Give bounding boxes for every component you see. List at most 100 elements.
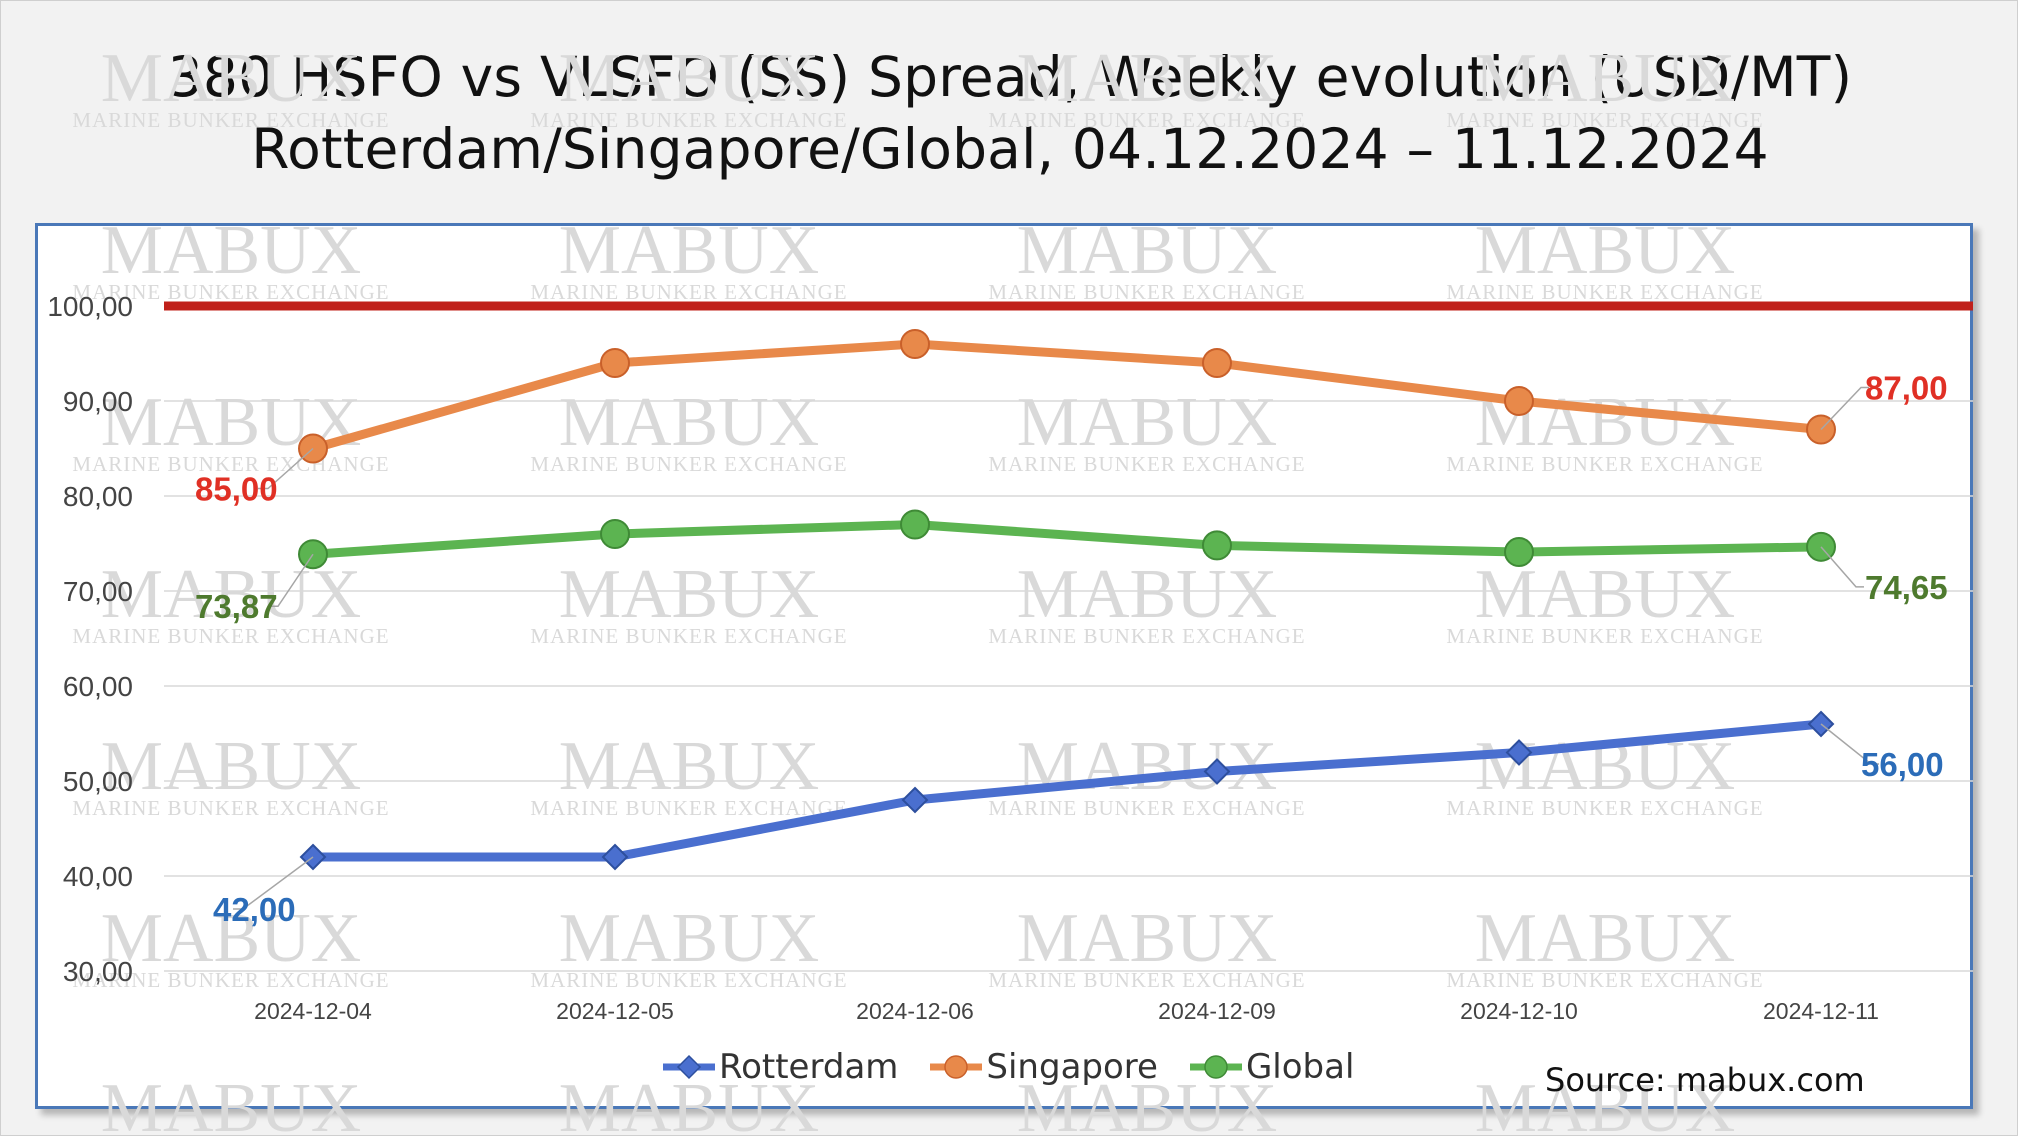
watermark-subtext: MARINE BUNKER EXCHANGE	[72, 452, 389, 476]
data-label-global-last: 74,65	[1865, 569, 1948, 606]
series-line-singapore	[311, 339, 1822, 453]
watermark-subtext: MARINE BUNKER EXCHANGE	[988, 796, 1305, 820]
watermark-text: MABUX	[1475, 1070, 1736, 1137]
chart-subtitle: Rotterdam/Singapore/Global, 04.12.2024 –…	[251, 117, 1769, 181]
leader-line-singapore-last	[1820, 386, 1869, 431]
watermark-subtext: MARINE BUNKER EXCHANGE	[530, 280, 847, 304]
watermark-subtext: MARINE BUNKER EXCHANGE	[988, 280, 1305, 304]
watermark-text: MABUX	[1017, 556, 1278, 633]
watermark-subtext: MARINE BUNKER EXCHANGE	[530, 452, 847, 476]
watermark-text: MABUX	[559, 728, 820, 805]
watermark-text: MABUX	[101, 556, 362, 633]
watermark-text: MABUX	[1017, 212, 1278, 289]
data-point-singapore	[900, 329, 930, 359]
watermark-text: MABUX	[1017, 384, 1278, 461]
watermark-text: MABUX	[1475, 40, 1736, 117]
y-tick-label: 60,00	[63, 671, 133, 702]
watermark-subtext: MARINE BUNKER EXCHANGE	[988, 108, 1305, 132]
watermark-text: MABUX	[559, 1070, 820, 1137]
watermark-subtext: MARINE BUNKER EXCHANGE	[530, 968, 847, 992]
x-tick-label: 2024-12-05	[556, 998, 674, 1024]
watermark-subtext: MARINE BUNKER EXCHANGE	[530, 624, 847, 648]
y-tick-label: 40,00	[63, 861, 133, 892]
y-tick-label: 90,00	[63, 386, 133, 417]
x-tick-label: 2024-12-06	[856, 998, 974, 1024]
leader-line-rotterdam-last	[1820, 723, 1879, 765]
legend-swatch-rotterdam	[663, 1054, 715, 1080]
watermark-text: MABUX	[559, 900, 820, 977]
watermark-text: MABUX	[1017, 900, 1278, 977]
x-tick-label: 2024-12-09	[1158, 998, 1276, 1024]
watermark-subtext: MARINE BUNKER EXCHANGE	[72, 280, 389, 304]
chart-title: 380 HSFO vs VLSFO (SS) Spread, Weekly ev…	[167, 45, 1853, 109]
legend-swatch-singapore	[930, 1055, 983, 1079]
watermark-text: MABUX	[101, 728, 362, 805]
watermark-subtext: MARINE BUNKER EXCHANGE	[1446, 968, 1763, 992]
watermark-text: MABUX	[101, 1070, 362, 1137]
leader-line-global-last	[1820, 546, 1864, 588]
leader-line-global-first	[268, 553, 314, 607]
legend-item-rotterdam[interactable]: Rotterdam	[661, 1047, 898, 1087]
watermark-text: MABUX	[559, 40, 820, 117]
watermark-subtext: MARINE BUNKER EXCHANGE	[530, 796, 847, 820]
watermark-subtext: MARINE BUNKER EXCHANGE	[72, 624, 389, 648]
y-tick-label: 70,00	[63, 576, 133, 607]
data-point-singapore	[600, 348, 630, 378]
watermark-text: MABUX	[101, 900, 362, 977]
watermark-subtext: MARINE BUNKER EXCHANGE	[988, 968, 1305, 992]
watermark-text: MABUX	[101, 40, 362, 117]
watermark-subtext: MARINE BUNKER EXCHANGE	[1446, 796, 1763, 820]
legend-item-singapore[interactable]: Singapore	[928, 1047, 1158, 1087]
watermark-subtext: MARINE BUNKER EXCHANGE	[72, 968, 389, 992]
y-tick-label: 50,00	[63, 766, 133, 797]
data-point-rotterdam	[1203, 758, 1231, 785]
gridlines	[164, 400, 1973, 972]
watermark-subtext: MARINE BUNKER EXCHANGE	[1446, 452, 1763, 476]
watermark-subtext: MARINE BUNKER EXCHANGE	[1446, 624, 1763, 648]
y-tick-label: 80,00	[63, 481, 133, 512]
plot-panel	[35, 223, 1973, 1109]
legend-label-global: Global	[1245, 1047, 1355, 1087]
watermark-text: MABUX	[1475, 900, 1736, 977]
x-tick-label: 2024-12-10	[1460, 998, 1578, 1024]
watermark-text: MABUX	[559, 212, 820, 289]
y-tick-label: 30,00	[63, 956, 133, 987]
data-point-global	[1202, 530, 1232, 561]
legend: Rotterdam Singapore Global	[661, 1041, 1354, 1093]
x-tick-label: 2024-12-11	[1763, 998, 1879, 1024]
series-line-rotterdam	[313, 719, 1822, 862]
watermark-subtext: MARINE BUNKER EXCHANGE	[1446, 280, 1763, 304]
data-label-global-first: 73,87	[195, 588, 278, 625]
legend-swatch-global	[1189, 1055, 1242, 1079]
leader-line-singapore-first	[258, 447, 314, 490]
tick-labels: 30,00 40,00 50,00 60,00 70,00 80,00 90,00 100,0…	[47, 291, 1879, 1024]
watermark-subtext: MARINE BUNKER EXCHANGE	[1446, 108, 1763, 132]
data-label-singapore-first: 85,00	[195, 471, 278, 508]
data-point-global	[600, 519, 630, 549]
watermark-subtext: MARINE BUNKER EXCHANGE	[72, 796, 389, 820]
data-point-global	[1504, 537, 1534, 568]
leader-line-rotterdam-first	[233, 856, 314, 910]
watermark-text: MABUX	[101, 212, 362, 289]
watermark-text: MABUX	[1017, 40, 1278, 117]
watermark-subtext: MARINE BUNKER EXCHANGE	[988, 624, 1305, 648]
data-point-global	[900, 509, 930, 540]
legend-label-singapore: Singapore	[986, 1047, 1158, 1087]
data-label-rotterdam-first: 42,00	[213, 891, 296, 928]
legend-item-global[interactable]: Global	[1188, 1047, 1354, 1087]
series-layer: 42,00 56,00 85,00 87,00 73,87 74,65	[195, 329, 1948, 928]
data-point-rotterdam	[601, 843, 629, 871]
data-point-rotterdam	[901, 786, 929, 814]
data-point-singapore	[1504, 386, 1534, 416]
y-tick-label: 100,00	[47, 291, 133, 322]
data-label-rotterdam-last: 56,00	[1861, 746, 1944, 783]
legend-label-rotterdam: Rotterdam	[719, 1047, 899, 1087]
x-tick-label: 2024-12-04	[254, 998, 372, 1024]
watermark-subtext: MARINE BUNKER EXCHANGE	[72, 108, 389, 132]
watermark-text: MABUX	[1475, 212, 1736, 289]
watermark-subtext: MARINE BUNKER EXCHANGE	[988, 452, 1305, 476]
series-line-global	[312, 520, 1822, 559]
